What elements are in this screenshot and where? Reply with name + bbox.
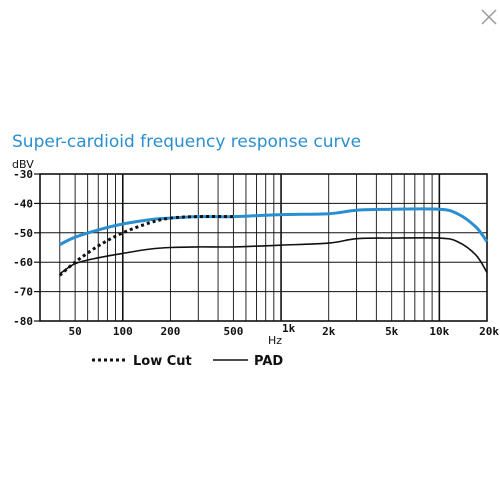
legend-label: PAD bbox=[254, 354, 283, 369]
y-tick-label: -70 bbox=[13, 286, 33, 299]
y-tick-label: -50 bbox=[13, 227, 33, 240]
x-tick-label: 5k bbox=[385, 325, 399, 338]
series-line-pad bbox=[59, 237, 488, 275]
series-lines bbox=[58, 207, 489, 277]
x-tick-label: 500 bbox=[223, 325, 243, 338]
legend: Low Cut PAD bbox=[92, 354, 283, 369]
series-line-main bbox=[59, 207, 489, 246]
x-axis: 50 100 200 500 1k 2k 5k 10k 20k bbox=[68, 322, 499, 338]
x-tick-label: 200 bbox=[160, 325, 180, 338]
x-tick-label: 20k bbox=[479, 325, 499, 338]
y-tick-label: -60 bbox=[13, 256, 33, 269]
series-line-low-cut bbox=[58, 215, 234, 277]
y-tick-label: -40 bbox=[13, 197, 33, 210]
x-tick-label: 1k bbox=[282, 322, 296, 335]
y-axis: -30 -40 -50 -60 -70 -80 bbox=[13, 168, 40, 328]
y-tick-label: -30 bbox=[13, 168, 33, 181]
x-tick-label: 10k bbox=[429, 325, 449, 338]
x-tick-label: 50 bbox=[68, 325, 81, 338]
x-axis-unit: Hz bbox=[268, 334, 282, 347]
legend-label: Low Cut bbox=[133, 354, 192, 369]
close-button[interactable] bbox=[478, 6, 500, 28]
grid bbox=[39, 173, 488, 322]
y-tick-label: -80 bbox=[13, 315, 33, 328]
x-tick-label: 2k bbox=[322, 325, 336, 338]
chart-title: Super-cardioid frequency response curve bbox=[12, 132, 361, 152]
y-axis-unit: dBV bbox=[12, 158, 34, 171]
close-icon bbox=[481, 9, 497, 25]
x-tick-label: 100 bbox=[113, 325, 133, 338]
